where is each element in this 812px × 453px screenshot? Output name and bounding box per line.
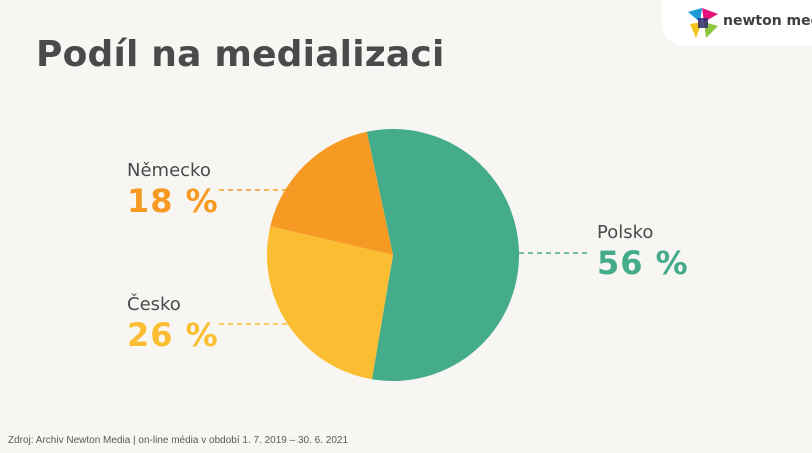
label-polsko: Polsko [597, 222, 654, 243]
logo-text: newton media [723, 13, 812, 29]
label-nemecko: Německo [127, 160, 211, 181]
page-title: Podíl na medializaci [36, 34, 445, 75]
slice-nemecko [270, 131, 393, 255]
slice-cesko [267, 226, 393, 380]
label-cesko: Česko [127, 294, 181, 315]
value-cesko: 26 % [127, 316, 219, 354]
value-polsko: 56 % [597, 244, 689, 282]
value-nemecko: 18 % [127, 182, 219, 220]
slice-polsko [366, 129, 519, 382]
newton-media-logo-icon [688, 8, 718, 38]
logo-panel: newton media [662, 0, 812, 46]
source-note: Zdroj: Archiv Newton Media | on-line méd… [8, 435, 349, 446]
